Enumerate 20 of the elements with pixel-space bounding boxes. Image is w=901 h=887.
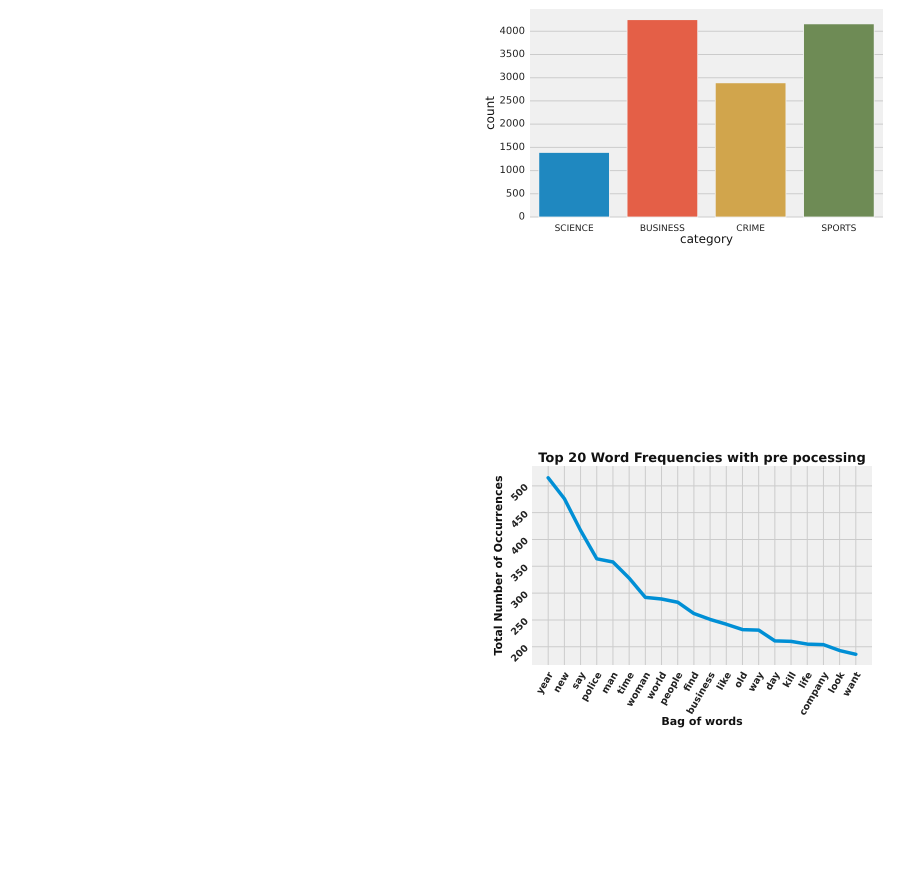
x-axis-title: Bag of words <box>661 715 744 728</box>
x-axis-title: category <box>680 232 734 246</box>
x-tick-label: kill <box>781 670 799 690</box>
y-axis-title: Total Number of Occurrences <box>492 475 505 656</box>
x-tick-label: BUSINESS <box>640 224 686 234</box>
y-tick-label: 500 <box>506 188 525 200</box>
y-tick-label: 3500 <box>500 49 525 60</box>
x-tick-label: SPORTS <box>821 224 857 234</box>
y-axis-title: count <box>483 96 497 130</box>
y-tick-label: 2500 <box>500 95 525 106</box>
x-tick-label: CRIME <box>736 224 766 234</box>
y-tick-label: 0 <box>518 212 525 222</box>
x-tick-label: old <box>732 670 750 690</box>
y-tick-label: 3000 <box>500 72 525 84</box>
y-tick-label: 1500 <box>500 142 525 153</box>
y-tick-label: 4000 <box>500 26 525 37</box>
chart-title: Top 20 Word Frequencies with pre pocessing <box>538 451 866 466</box>
y-tick-label: 1000 <box>500 165 525 176</box>
y-tick-label: 2000 <box>500 118 525 130</box>
x-tick-label: SCIENCE <box>554 224 594 234</box>
